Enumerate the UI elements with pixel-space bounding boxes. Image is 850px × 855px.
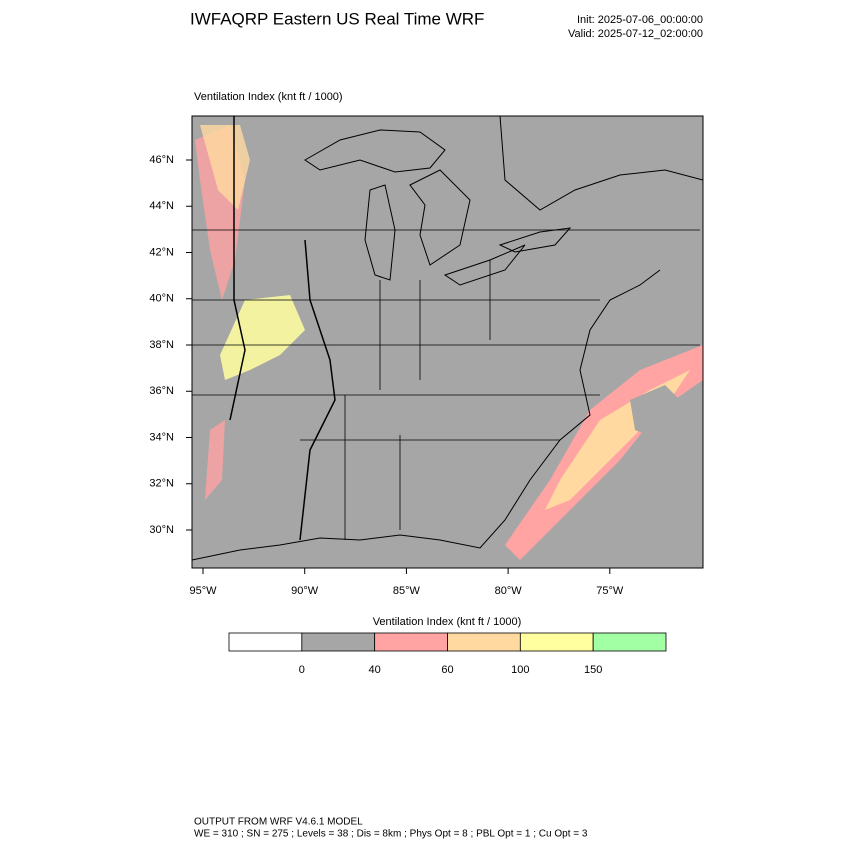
valid-time: Valid: 2025-07-12_02:00:00 (568, 28, 703, 40)
lon-label: 95°W (189, 585, 217, 597)
colorbar-box (374, 632, 448, 652)
lat-label: 32°N (149, 478, 174, 490)
map-title: Ventilation Index (knt ft / 1000) (194, 91, 343, 103)
colorbar-label: 100 (511, 664, 529, 676)
title: IWFAQRP Eastern US Real Time WRF (190, 9, 484, 28)
colorbar: 0 40 60 100 150 (228, 632, 667, 676)
colorbar-box (228, 632, 303, 652)
footer-line: OUTPUT FROM WRF V4.6.1 MODEL (194, 817, 363, 828)
footer-line: WE = 310 ; SN = 275 ; Levels = 38 ; Dis … (194, 829, 588, 840)
lat-label: 30°N (149, 524, 174, 536)
init-time: Init: 2025-07-06_00:00:00 (577, 14, 703, 26)
lon-label: 85°W (393, 585, 421, 597)
colorbar-box (592, 632, 667, 652)
lon-label: 80°W (495, 585, 523, 597)
lat-labels: 46°N 44°N 42°N 40°N 38°N 36°N 34°N 32°N 30°N (149, 154, 192, 536)
colorbar-box (447, 632, 521, 652)
map (191, 115, 704, 569)
lat-label: 46°N (149, 154, 174, 166)
lat-label: 34°N (149, 431, 174, 443)
colorbar-label: 150 (584, 664, 602, 676)
colorbar-label: 40 (369, 664, 381, 676)
colorbar-box (301, 632, 376, 652)
lon-labels: 95°W 90°W 85°W 80°W 75°W (189, 568, 624, 597)
lon-label: 75°W (596, 585, 624, 597)
colorbar-label: 60 (441, 664, 453, 676)
colorbar-label: 0 (299, 664, 305, 676)
lat-label: 38°N (149, 339, 174, 351)
colorbar-title: Ventilation Index (knt ft / 1000) (373, 616, 522, 628)
lat-label: 36°N (149, 385, 174, 397)
colorbar-box (519, 632, 594, 652)
lon-label: 90°W (291, 585, 319, 597)
lat-label: 44°N (149, 200, 174, 212)
lat-label: 40°N (149, 293, 174, 305)
lat-label: 42°N (149, 246, 174, 258)
